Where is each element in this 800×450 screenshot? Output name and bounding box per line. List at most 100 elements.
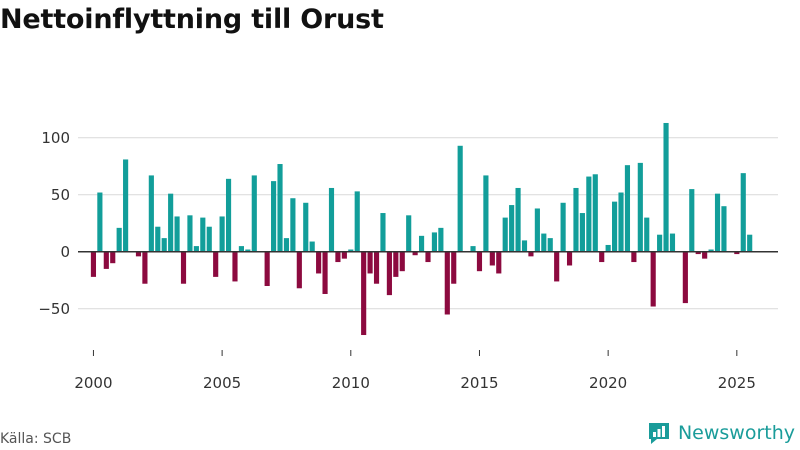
bar bbox=[554, 251, 560, 282]
bar bbox=[316, 251, 322, 274]
x-tick-label: 2005 bbox=[203, 374, 241, 392]
bar bbox=[219, 216, 225, 252]
bar bbox=[225, 178, 232, 252]
bar bbox=[309, 241, 315, 252]
bar bbox=[354, 191, 360, 252]
y-tick-label: 0 bbox=[60, 243, 70, 261]
bar bbox=[451, 251, 457, 284]
bar bbox=[740, 173, 746, 252]
bar bbox=[470, 246, 476, 252]
bar bbox=[161, 238, 167, 252]
bar bbox=[90, 251, 97, 277]
bar bbox=[534, 208, 540, 252]
bar bbox=[624, 165, 631, 252]
bar bbox=[116, 227, 122, 252]
y-tick-label: 50 bbox=[51, 186, 70, 204]
x-tick-label: 2000 bbox=[74, 374, 112, 392]
bar bbox=[682, 251, 688, 304]
bar bbox=[251, 175, 257, 252]
x-tick-label: 2020 bbox=[589, 374, 627, 392]
bar bbox=[663, 122, 669, 252]
bar bbox=[271, 181, 277, 252]
bar bbox=[386, 251, 392, 296]
bar bbox=[322, 251, 328, 294]
bar bbox=[579, 213, 585, 252]
bar bbox=[669, 233, 676, 252]
chart-title: Nettoinflyttning till Orust bbox=[0, 4, 384, 35]
source-note: Källa: SCB bbox=[0, 431, 72, 447]
bar bbox=[412, 251, 418, 256]
bar bbox=[425, 251, 431, 263]
bar bbox=[328, 187, 335, 252]
bar bbox=[457, 145, 463, 252]
bar bbox=[528, 251, 534, 257]
bar bbox=[708, 249, 714, 252]
bar bbox=[200, 217, 206, 252]
bar bbox=[747, 234, 753, 252]
bar bbox=[277, 164, 283, 252]
bar bbox=[187, 215, 193, 252]
bar bbox=[348, 249, 354, 252]
bar bbox=[612, 201, 618, 252]
bar bbox=[637, 162, 643, 252]
bar bbox=[393, 251, 399, 277]
bar bbox=[560, 202, 566, 252]
bar bbox=[541, 233, 547, 252]
bar bbox=[341, 251, 347, 259]
bar bbox=[406, 215, 412, 252]
bar bbox=[193, 246, 199, 252]
bar bbox=[399, 251, 405, 272]
bar bbox=[213, 251, 219, 277]
bar bbox=[496, 251, 502, 274]
bar bbox=[110, 251, 116, 264]
y-tick-label: −50 bbox=[38, 300, 70, 318]
bar bbox=[142, 251, 148, 284]
bar bbox=[373, 251, 380, 284]
bar bbox=[180, 251, 187, 284]
bar bbox=[431, 232, 438, 252]
bar bbox=[123, 159, 129, 252]
bar bbox=[303, 202, 309, 252]
bar bbox=[502, 217, 508, 252]
bar bbox=[361, 251, 367, 336]
bar bbox=[605, 244, 611, 252]
gridlines bbox=[78, 137, 778, 310]
bar bbox=[650, 251, 656, 307]
bar bbox=[245, 249, 251, 252]
bar bbox=[476, 251, 483, 272]
bar bbox=[367, 251, 373, 274]
bar bbox=[206, 226, 212, 252]
x-axis-labels: 2000 2005 2010 2015 2020 2025 bbox=[74, 350, 756, 392]
bar bbox=[380, 213, 386, 252]
bar bbox=[586, 176, 592, 252]
bar bbox=[521, 240, 528, 252]
x-tick-label: 2015 bbox=[460, 374, 498, 392]
bar bbox=[509, 205, 515, 252]
bar bbox=[483, 175, 489, 252]
bar bbox=[97, 192, 103, 252]
bar bbox=[489, 251, 495, 266]
bar bbox=[515, 187, 521, 252]
bar bbox=[135, 251, 142, 257]
y-axis-labels: −50 0 50 100 bbox=[38, 129, 70, 318]
bar bbox=[264, 251, 270, 286]
bar bbox=[155, 226, 161, 252]
bar bbox=[238, 246, 244, 252]
newsworthy-icon bbox=[648, 423, 669, 444]
bar bbox=[296, 251, 302, 289]
x-tick-label: 2025 bbox=[718, 374, 756, 392]
bar bbox=[573, 187, 579, 252]
bar bbox=[418, 235, 425, 252]
bar bbox=[689, 189, 695, 252]
bar bbox=[734, 251, 740, 255]
bar bbox=[702, 251, 708, 259]
bar bbox=[721, 206, 727, 252]
bar bbox=[174, 216, 180, 252]
bar bbox=[290, 198, 296, 252]
bar bbox=[103, 251, 109, 269]
brand-name: Newsworthy bbox=[677, 422, 795, 444]
bar bbox=[232, 251, 238, 282]
x-tick-label: 2010 bbox=[332, 374, 370, 392]
bar bbox=[444, 251, 450, 315]
bar bbox=[438, 227, 444, 252]
